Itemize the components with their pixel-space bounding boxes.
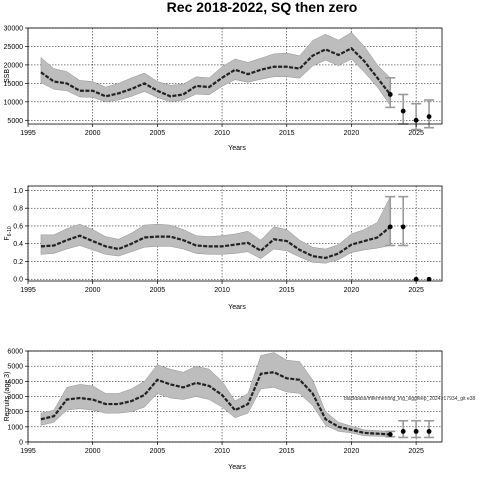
- panel-3-xtick-label-1: 2000: [85, 448, 101, 455]
- panel-2-proj-point-2: [413, 276, 419, 282]
- panel-2-plot-frame: [27, 185, 443, 282]
- panel-2-xtick-label-0: 1995: [20, 287, 36, 294]
- panel-3-xtick-label-6: 2025: [408, 448, 424, 455]
- panel-2-xtick-label-3: 2010: [214, 287, 230, 294]
- panel-2-ytick-label-4: 0.8: [13, 206, 23, 213]
- panel-3-xtick-label-4: 2015: [279, 448, 295, 455]
- panel-1-xtick-label-4: 2015: [279, 130, 295, 137]
- panel-3-ytick-label-0: 0: [19, 440, 23, 447]
- panel-2-proj-point-0: [387, 224, 393, 230]
- panel-3-xtick-label-0: 1995: [20, 448, 36, 455]
- panel-1-y-axis-label: SSB: [4, 69, 11, 83]
- panel-2-xtick-label-1: 2000: [85, 287, 101, 294]
- panel-3-ytick-label-6: 6000: [7, 349, 23, 356]
- panel-3-ytick-label-3: 3000: [7, 394, 23, 401]
- panel-1-ytick-label-3: 20000: [4, 62, 24, 69]
- panel-3-xtick-label-5: 2020: [344, 448, 360, 455]
- chart-panel-1: 1995 2000 2005 2010 2015 2020 2025 5000 10000 150…: [4, 26, 443, 152]
- panel-3-xtick-label-2: 2005: [150, 448, 166, 455]
- panel-3-x-axis-label: Years: [228, 464, 246, 471]
- panel-2-xtick-label-4: 2015: [279, 287, 295, 294]
- figure-title: Rec 2018-2022, SQ then zero: [167, 0, 358, 15]
- panel-3-ytick-label-2: 2000: [7, 409, 23, 416]
- panel-3-proj-point-0: [387, 432, 393, 437]
- panel-2-xtick-label-5: 2020: [344, 287, 360, 294]
- panel-3-proj-point-1: [400, 428, 406, 434]
- panel-1-xtick-label-3: 2010: [214, 130, 230, 137]
- panel-1-xtick-label-1: 2000: [85, 130, 101, 137]
- panel-1-estimate-line: [40, 46, 392, 98]
- panel-1-ytick-label-5: 30000: [4, 26, 24, 33]
- panel-3-ytick-label-4: 4000: [7, 379, 23, 386]
- panel-1-ytick-label-0: 5000: [7, 118, 23, 125]
- chart-panel-3: 1995 2000 2005 2010 2015 2020 2025 0 1000 2000 300…: [4, 349, 475, 472]
- panel-1-proj-point-3: [426, 114, 432, 120]
- panel-3-y-axis-label: Recruits (age 3): [4, 372, 11, 422]
- panel-2-ytick-label-5: 1.0: [13, 188, 23, 195]
- panel-1-x-axis-label: Years: [228, 145, 246, 152]
- panel-1-ytick-label-4: 25000: [4, 44, 24, 51]
- panel-3-annotation: blackbass/mfermenting_lng_siggfeep_2024.…: [344, 396, 475, 402]
- panel-3-ytick-label-1: 1000: [7, 424, 23, 431]
- panel-3-ytick-label-5: 5000: [7, 364, 23, 371]
- panel-1-plot-frame: [27, 27, 443, 125]
- panel-2-proj-point-3: [426, 276, 432, 282]
- panel-2-ytick-label-3: 0.6: [13, 223, 23, 230]
- panel-1-ytick-label-2: 15000: [4, 81, 24, 88]
- panel-2-proj-point-1: [400, 224, 406, 230]
- panel-2-estimate-line: [40, 225, 391, 260]
- panel-1-proj-point-2: [413, 117, 419, 123]
- panel-2-ytick-label-2: 0.4: [13, 241, 23, 248]
- panel-1-xtick-label-6: 2025: [408, 130, 424, 137]
- panel-1-proj-point-0: [387, 92, 393, 97]
- panel-3-estimate-line: [40, 371, 391, 436]
- panel-1-xtick-label-2: 2005: [150, 130, 166, 137]
- panel-2-y-axis-label-subscript: 6-10: [7, 226, 13, 236]
- panel-1-proj-point-1: [400, 108, 406, 114]
- panel-2-ytick-label-1: 0.2: [13, 259, 23, 266]
- panel-1-ytick-label-1: 10000: [4, 99, 24, 106]
- panel-2-y-axis-label: F6-10: [4, 226, 13, 241]
- panel-3-proj-point-3: [426, 428, 432, 434]
- panel-2-xtick-label-2: 2005: [150, 287, 166, 294]
- panel-2-xtick-label-6: 2025: [408, 287, 424, 294]
- panel-3-proj-point-2: [413, 428, 419, 434]
- chart-panel-2: 1995 2000 2005 2010 2015 2020 2025 0.0 0.2 0.4 0.6…: [4, 185, 443, 311]
- panel-2-x-axis-label: Years: [228, 304, 246, 311]
- panel-1-xtick-label-0: 1995: [20, 130, 36, 137]
- panel-2-ytick-label-0: 0.0: [13, 277, 23, 284]
- panel-1-xtick-label-5: 2020: [344, 130, 360, 137]
- panel-3-xtick-label-3: 2010: [214, 448, 230, 455]
